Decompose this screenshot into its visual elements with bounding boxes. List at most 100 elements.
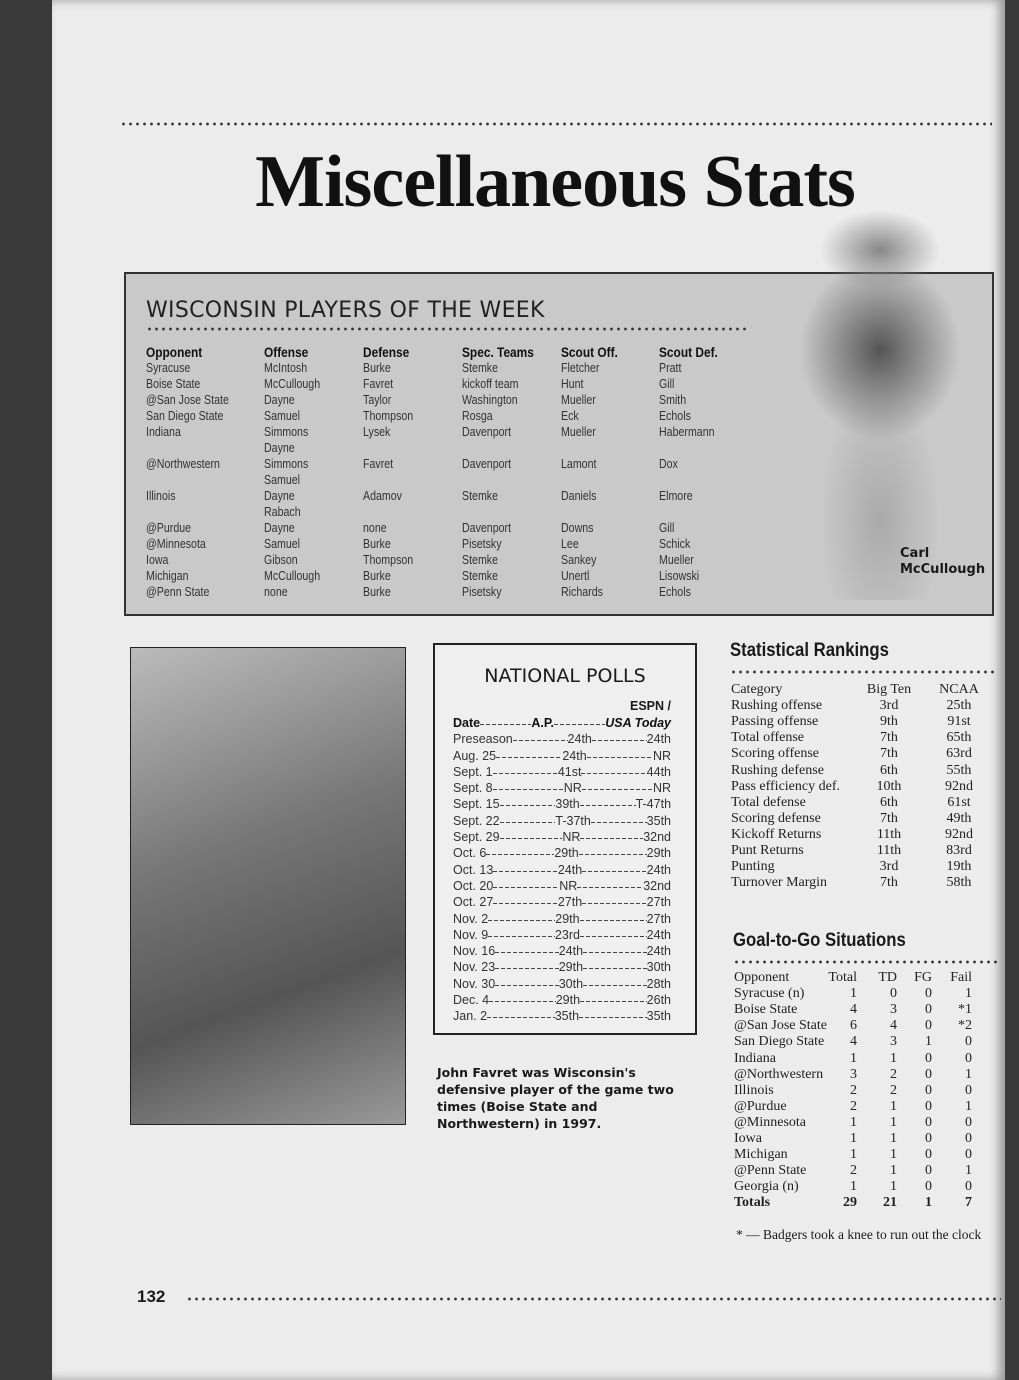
table-cell: 3 <box>890 1034 897 1050</box>
table-cell: Rushing defense <box>731 762 824 778</box>
poll-ap: 24th <box>562 748 587 763</box>
table-cell: Mueller <box>659 553 694 567</box>
table-row: Iowa 1 1 0 0 <box>734 1131 972 1147</box>
poll-ap: 29th <box>558 960 584 975</box>
table-cell: Fletcher <box>561 361 600 375</box>
page-title: Miscellaneous Stats <box>255 141 856 223</box>
table-cell: Pisetsky <box>462 537 502 551</box>
poll-usa-today: 28th <box>646 976 671 991</box>
table-cell: Indiana <box>734 1050 776 1066</box>
top-divider <box>120 122 992 126</box>
poll-usa-today: 27th <box>646 895 672 910</box>
table-cell: 1 <box>850 1130 857 1146</box>
table-cell: 0 <box>925 986 932 1002</box>
table-cell: McCullough <box>264 569 321 583</box>
table-cell: Echols <box>659 585 691 599</box>
col-usa-today: USA Today <box>605 716 672 730</box>
table-cell: 7th <box>880 875 898 891</box>
table-cell <box>462 472 534 488</box>
poll-row: Aug. 25 24th NR <box>453 747 671 764</box>
table-cell: 0 <box>925 1082 932 1098</box>
table-cell: Lisowski <box>659 569 700 583</box>
table-cell: 4 <box>850 1002 857 1018</box>
players-column: Scout Off. Fletcher Hunt Mueller Eck Mueller L… <box>561 344 618 600</box>
table-cell: 1 <box>890 1050 897 1066</box>
table-cell: 29 <box>843 1195 857 1211</box>
table-row: Scoring offense 7th 63rd <box>731 746 999 762</box>
table-row: Rushing defense 6th 55th <box>731 762 999 778</box>
poll-row: Nov. 2 29th 27th <box>453 910 671 927</box>
table-row: Illinois 2 2 0 0 <box>734 1083 972 1099</box>
table-cell: Richards <box>561 585 603 599</box>
column-header: Category <box>731 682 783 698</box>
table-header-row: Category Big Ten NCAA <box>731 682 999 698</box>
table-cell: kickoff team <box>462 377 519 391</box>
poll-date: Sept. 1 <box>453 764 493 779</box>
table-cell: Downs <box>561 521 594 535</box>
table-cell: Punting <box>731 859 775 875</box>
table-cell: McCullough <box>264 377 321 391</box>
poll-usa-today: NR <box>652 748 671 763</box>
table-row: Turnover Margin 7th 58th <box>731 875 999 891</box>
carl-mccullough-photo <box>790 190 970 600</box>
poll-row: Dec. 4 29th 26th <box>453 992 671 1009</box>
poll-date: Sept. 29 <box>453 830 500 845</box>
table-row: Scoring defense 7th 49th <box>731 811 999 827</box>
table-cell: Turnover Margin <box>731 875 828 891</box>
table-cell <box>146 440 229 456</box>
table-cell: Gill <box>659 521 675 535</box>
table-cell <box>462 440 534 456</box>
table-cell: Smith <box>659 393 687 407</box>
table-cell: Pass efficiency def. <box>731 778 840 794</box>
table-cell: @Northwestern <box>146 457 220 471</box>
table-cell: Dayne <box>264 489 295 503</box>
table-cell: 1 <box>965 986 972 1002</box>
table-cell: 2 <box>850 1098 857 1114</box>
poll-ap: 24th <box>567 732 592 747</box>
table-cell: 0 <box>925 1098 932 1114</box>
table-row: @Northwestern 3 2 0 1 <box>734 1067 972 1083</box>
table-cell: 7th <box>880 730 898 746</box>
column-header: Scout Off. <box>561 344 618 360</box>
divider <box>730 670 998 674</box>
table-cell: 0 <box>925 1130 932 1146</box>
col-ap: A.P. <box>531 716 555 730</box>
table-cell: 1 <box>965 1163 972 1179</box>
table-cell <box>146 504 229 520</box>
poll-usa-today: 44th <box>646 764 672 779</box>
table-cell: 1 <box>850 1179 857 1195</box>
poll-ap: NR <box>562 830 581 845</box>
table-cell: Iowa <box>146 553 169 567</box>
table-cell: Passing offense <box>731 714 819 730</box>
poll-row: Sept. 29 NR 32nd <box>453 829 671 846</box>
table-cell: 1 <box>890 1114 897 1130</box>
table-cell: @Northwestern <box>734 1066 824 1082</box>
table-cell: 3rd <box>879 698 899 714</box>
table-cell: 0 <box>925 1018 932 1034</box>
table-cell: Syracuse (n) <box>734 986 805 1002</box>
table-cell: *2 <box>958 1018 972 1034</box>
table-cell: Samuel <box>264 409 301 423</box>
table-cell: 11th <box>876 826 902 842</box>
table-cell: Stemke <box>462 489 499 503</box>
table-cell: @Purdue <box>734 1098 787 1114</box>
table-cell: Gill <box>659 377 675 391</box>
table-cell: 0 <box>925 1002 932 1018</box>
poll-date: Oct. 27 <box>453 895 494 910</box>
players-column: Opponent Syracuse Boise State @San Jose Sta… <box>146 344 229 600</box>
table-cell: 2 <box>890 1066 897 1082</box>
table-cell: 58th <box>946 875 972 891</box>
poll-row: Nov. 9 23rd 24th <box>453 926 671 944</box>
column-header: Opponent <box>734 970 790 986</box>
poll-row: Oct. 20 NR 32nd <box>453 877 672 895</box>
polls-header-top: ESPN / <box>630 699 671 713</box>
col-date: Date <box>453 716 481 730</box>
column-header: Defense <box>363 344 410 360</box>
table-cell: 1 <box>850 1114 857 1130</box>
table-cell <box>146 472 229 488</box>
poll-usa-today: 32nd <box>643 878 672 893</box>
table-cell: Syracuse <box>146 361 191 375</box>
poll-date: Oct. 20 <box>453 878 494 893</box>
column-header: NCAA <box>939 682 979 698</box>
table-cell: none <box>264 585 288 599</box>
